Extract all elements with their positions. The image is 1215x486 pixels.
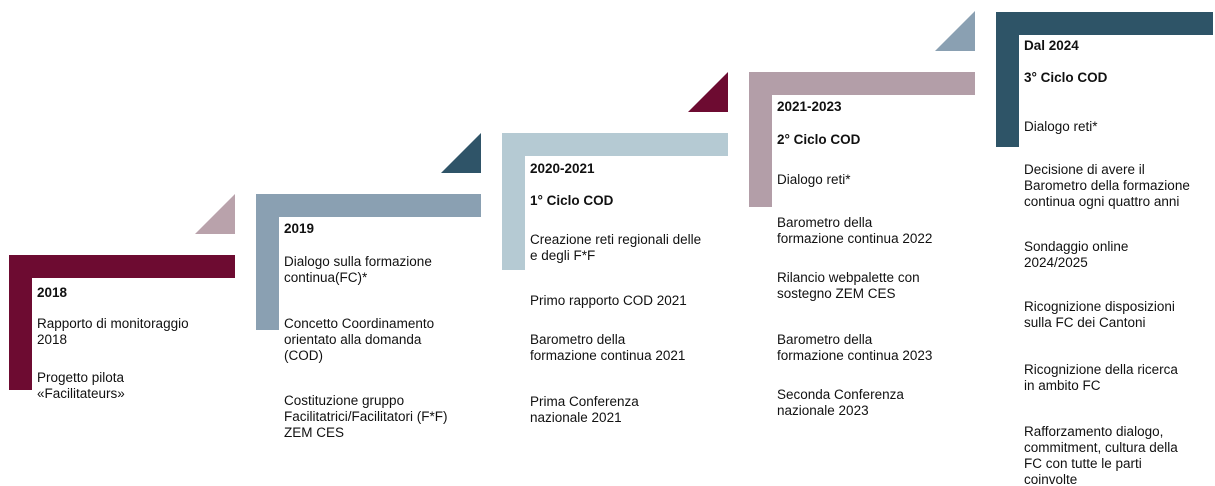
item-line: Ricognizione disposizioni bbox=[1024, 299, 1175, 314]
step-item: Sondaggio online 2024/2025 bbox=[1024, 239, 1128, 271]
item-line: coinvolte bbox=[1024, 472, 1078, 486]
step-item: Rafforzamento dialogo, commitment, cultur… bbox=[1024, 424, 1178, 486]
item-line: continua ogni quattro anni bbox=[1024, 194, 1180, 209]
step-triangle bbox=[441, 133, 481, 173]
item-line: Decisione di avere il bbox=[1024, 162, 1145, 177]
item-line: commitment, cultura della bbox=[1024, 440, 1178, 455]
step-item: Dialogo reti* bbox=[1024, 119, 1098, 135]
step-bar bbox=[9, 255, 235, 278]
step-item: Barometro della formazione continua 2022 bbox=[777, 215, 932, 247]
item-line: Seconda Conferenza bbox=[777, 387, 904, 402]
step-period: 2020-2021 bbox=[530, 161, 595, 177]
step-item: Rapporto di monitoraggio 2018 bbox=[37, 316, 189, 348]
step-bar bbox=[256, 194, 481, 217]
item-line: formazione continua 2023 bbox=[777, 348, 933, 363]
step-item: Costituzione gruppo Facilitatrici/Facilit… bbox=[284, 393, 448, 441]
step-item: Ricognizione della ricerca in ambito FC bbox=[1024, 362, 1178, 394]
step-cycle-line: 1° Ciclo COD bbox=[530, 193, 614, 208]
item-line: Progetto pilota bbox=[37, 370, 125, 385]
step-period: Dal 2024 bbox=[1024, 38, 1079, 54]
step-bar bbox=[749, 72, 975, 95]
item-line: nazionale 2021 bbox=[530, 410, 622, 425]
step-period: 2021-2023 bbox=[777, 99, 842, 115]
item-line: Primo rapporto COD 2021 bbox=[530, 293, 687, 308]
step-cycle-line: 3° Ciclo COD bbox=[1024, 70, 1108, 85]
step-item: Dialogo reti* bbox=[777, 172, 851, 188]
item-line: (COD) bbox=[284, 348, 323, 363]
step-item: Prima Conferenza nazionale 2021 bbox=[530, 394, 639, 426]
step-stem bbox=[502, 133, 525, 270]
item-line: Dialogo reti* bbox=[1024, 119, 1098, 134]
step-item: Dialogo sulla formazione continua(FC)* bbox=[284, 254, 432, 286]
step-triangle bbox=[195, 194, 235, 234]
item-line: Dialogo sulla formazione bbox=[284, 254, 432, 269]
step-period-line: 2019 bbox=[284, 221, 315, 236]
item-line: Costituzione gruppo bbox=[284, 393, 405, 408]
step-item: Rilancio webpalette con sostegno ZEM CES bbox=[777, 270, 920, 302]
step-cycle: 1° Ciclo COD bbox=[530, 193, 613, 209]
item-line: Rilancio webpalette con bbox=[777, 270, 920, 285]
item-line: continua(FC)* bbox=[284, 270, 368, 285]
item-line: Barometro della bbox=[530, 332, 626, 347]
item-line: ZEM CES bbox=[284, 425, 345, 440]
item-line: FC con tutte le parti bbox=[1024, 456, 1142, 471]
step-cycle: 3° Ciclo COD bbox=[1024, 70, 1107, 86]
item-line: orientato alla domanda bbox=[284, 332, 422, 347]
item-line: e degli F*F bbox=[530, 248, 596, 263]
step-stem bbox=[256, 194, 279, 330]
item-line: 2024/2025 bbox=[1024, 255, 1088, 270]
item-line: formazione continua 2022 bbox=[777, 231, 933, 246]
step-period-line: 2021-2023 bbox=[777, 99, 842, 114]
step-period: 2019 bbox=[284, 221, 314, 237]
item-line: 2018 bbox=[37, 332, 68, 347]
step-triangle bbox=[688, 72, 728, 112]
item-line: Sondaggio online bbox=[1024, 239, 1129, 254]
step-stem bbox=[749, 72, 772, 207]
step-cycle-line: 2° Ciclo COD bbox=[777, 132, 861, 147]
item-line: Prima Conferenza bbox=[530, 394, 639, 409]
step-cycle: 2° Ciclo COD bbox=[777, 132, 860, 148]
item-line: formazione continua 2021 bbox=[530, 348, 686, 363]
step-item: Concetto Coordinamento orientato alla dom… bbox=[284, 316, 434, 364]
item-line: in ambito FC bbox=[1024, 378, 1101, 393]
item-line: Barometro della formazione bbox=[1024, 178, 1190, 193]
item-line: Barometro della bbox=[777, 332, 873, 347]
item-line: Rafforzamento dialogo, bbox=[1024, 424, 1164, 439]
step-item: Barometro della formazione continua 2023 bbox=[777, 332, 932, 364]
item-line: Concetto Coordinamento bbox=[284, 316, 435, 331]
item-line: Creazione reti regionali delle bbox=[530, 232, 702, 247]
step-period-line: 2020-2021 bbox=[530, 161, 595, 176]
item-line: nazionale 2023 bbox=[777, 403, 869, 418]
step-stem bbox=[9, 255, 32, 390]
step-item: Creazione reti regionali delle e degli F*… bbox=[530, 232, 701, 264]
step-period-line: Dal 2024 bbox=[1024, 38, 1079, 53]
item-line: sulla FC dei Cantoni bbox=[1024, 315, 1146, 330]
item-line: Facilitatrici/Facilitatori (F*F) bbox=[284, 409, 448, 424]
step-triangle bbox=[935, 11, 975, 51]
item-line: sostegno ZEM CES bbox=[777, 286, 896, 301]
step-item: Primo rapporto COD 2021 bbox=[530, 293, 687, 309]
step-item: Decisione di avere il Barometro della for… bbox=[1024, 162, 1190, 210]
item-line: Dialogo reti* bbox=[777, 172, 851, 187]
item-line: «Facilitateurs» bbox=[37, 386, 125, 401]
step-item: Progetto pilota «Facilitateurs» bbox=[37, 370, 125, 402]
step-period: 2018 bbox=[37, 285, 67, 301]
item-line: Ricognizione della ricerca bbox=[1024, 362, 1178, 377]
item-line: Barometro della bbox=[777, 215, 873, 230]
step-period-line: 2018 bbox=[37, 285, 68, 300]
step-item: Barometro della formazione continua 2021 bbox=[530, 332, 685, 364]
step-item: Ricognizione disposizioni sulla FC dei Ca… bbox=[1024, 299, 1175, 331]
step-bar bbox=[996, 12, 1213, 35]
step-bar bbox=[502, 133, 728, 156]
step-item: Seconda Conferenza nazionale 2023 bbox=[777, 387, 904, 419]
step-stem bbox=[996, 12, 1019, 147]
item-line: Rapporto di monitoraggio bbox=[37, 316, 189, 331]
